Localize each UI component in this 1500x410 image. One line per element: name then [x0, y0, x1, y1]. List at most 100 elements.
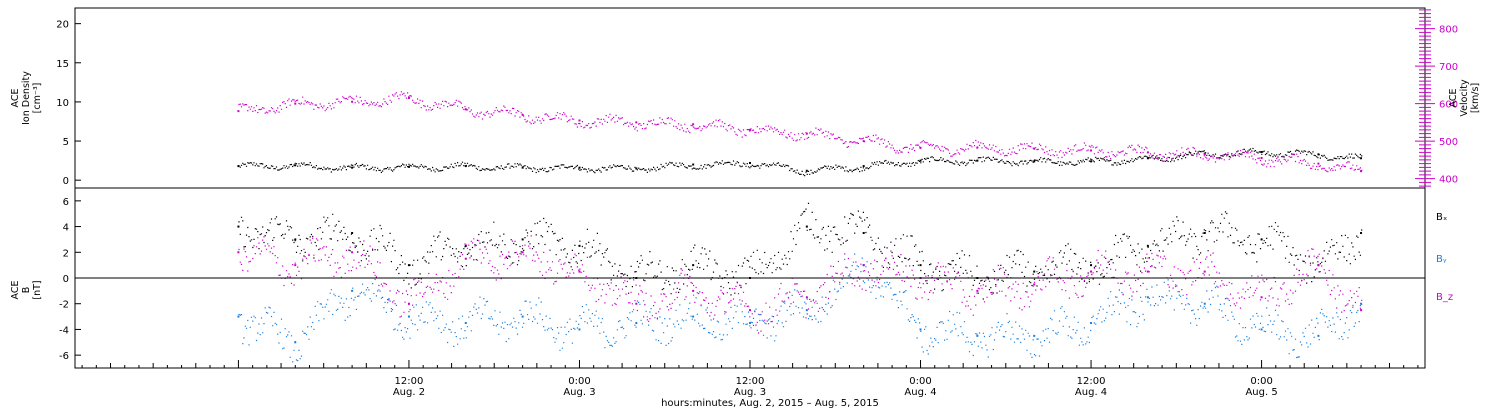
data-point	[805, 296, 808, 299]
data-point	[351, 289, 354, 292]
data-point	[464, 322, 467, 324]
data-point	[351, 100, 354, 103]
legend-entry: B_z	[1436, 292, 1453, 303]
x-tick-date: Aug. 3	[563, 387, 595, 398]
data-point	[1090, 264, 1093, 267]
data-point	[1146, 244, 1149, 247]
magnetic-field-axis-label-line: ACE	[10, 281, 21, 300]
data-point	[1033, 160, 1036, 163]
labels: 05101520400500600700800-6-4-2024612:00Au…	[10, 20, 1481, 409]
data-point	[521, 315, 524, 318]
velocity-axis-label: ACE Velocity [km/s]	[1448, 79, 1481, 117]
y2-tick-label: 800	[1439, 25, 1458, 36]
data-point	[407, 165, 410, 168]
series-4	[237, 253, 1363, 363]
data-point	[749, 128, 751, 131]
data-point	[749, 161, 751, 164]
series-3	[237, 202, 1363, 300]
point-cloud	[238, 147, 1363, 177]
ion-density-axis-label-line: ACE	[10, 89, 21, 108]
data-point	[237, 315, 240, 318]
x-tick-time: 12:00	[395, 376, 424, 387]
y-tick-label: -4	[59, 325, 69, 336]
data-point	[351, 251, 354, 254]
data-point	[407, 264, 410, 267]
data-point	[351, 166, 354, 169]
x-tick-time: 0:00	[1250, 376, 1272, 387]
data-point	[862, 140, 865, 143]
data-point	[578, 270, 581, 273]
data-point	[1090, 149, 1093, 152]
data-point	[237, 251, 240, 254]
data-point	[294, 264, 297, 267]
data-point	[464, 257, 467, 260]
data-point	[919, 264, 922, 267]
data-point	[692, 315, 695, 318]
data-point	[237, 225, 240, 228]
data-point	[351, 232, 354, 234]
series-1	[237, 91, 1363, 173]
legend-entry: Bᵧ	[1436, 254, 1447, 265]
x-tick-date: Aug. 4	[1075, 387, 1107, 398]
data-point	[1146, 296, 1149, 299]
velocity-axis-label-line: [km/s]	[1470, 83, 1481, 113]
data-point	[1146, 157, 1149, 160]
data-point	[692, 289, 695, 292]
data-point	[1360, 157, 1363, 160]
data-point	[635, 121, 638, 124]
data-point	[521, 166, 524, 169]
data-point	[294, 164, 297, 167]
data-point	[407, 97, 410, 99]
data-point	[1260, 157, 1263, 159]
data-point	[1317, 162, 1320, 165]
data-point	[749, 309, 751, 312]
data-point	[578, 244, 581, 247]
point-cloud	[238, 91, 1363, 173]
data-point	[464, 244, 467, 247]
data-point	[1360, 232, 1363, 234]
data-point	[805, 169, 808, 172]
data-point	[1317, 153, 1320, 156]
data-point	[407, 302, 410, 305]
ion-density-axis-label-line: [cm⁻³]	[32, 83, 43, 114]
y-tick-label: 6	[63, 197, 69, 208]
legend-entry: Bₓ	[1436, 212, 1447, 223]
y-tick-label: 5	[63, 137, 69, 148]
data-point	[862, 165, 865, 168]
data-point	[521, 251, 524, 254]
y-tick-label: 0	[63, 274, 69, 285]
data-point	[578, 119, 581, 122]
data-point	[635, 302, 638, 305]
x-tick-time: 12:00	[1077, 376, 1106, 387]
axes	[74, 7, 1435, 369]
data-point	[919, 146, 922, 149]
y2-tick-label: 600	[1439, 100, 1458, 111]
data-point	[805, 132, 808, 135]
velocity-axis-label-line: ACE	[1448, 89, 1459, 108]
y-tick-label: 20	[56, 20, 69, 31]
data-point	[1203, 232, 1206, 234]
magnetic-field-axis-label-line: [nT]	[32, 280, 43, 299]
y-tick-label: -6	[59, 351, 69, 362]
point-cloud	[238, 202, 1363, 300]
x-tick-time: 0:00	[909, 376, 931, 387]
data-point	[692, 264, 695, 267]
magnetic-field-axis-label-line: B	[21, 287, 32, 294]
data-point	[578, 166, 581, 169]
point-cloud	[238, 253, 1363, 363]
y-tick-label: 10	[56, 98, 69, 109]
data-point	[635, 322, 638, 324]
y2-tick-label: 700	[1439, 62, 1458, 73]
data-point	[1317, 334, 1320, 337]
y2-tick-label: 400	[1439, 175, 1458, 186]
data-point	[1360, 309, 1363, 312]
x-tick-time: 0:00	[568, 376, 590, 387]
magnetic-field-axis-label: ACE B [nT]	[10, 280, 43, 299]
data-point	[237, 110, 240, 113]
y-tick-label: 15	[56, 59, 69, 70]
data-point	[805, 225, 808, 228]
data-point	[1317, 264, 1320, 267]
data-point	[1090, 322, 1093, 324]
ion-density-axis-label-line: Ion Density	[21, 71, 32, 125]
